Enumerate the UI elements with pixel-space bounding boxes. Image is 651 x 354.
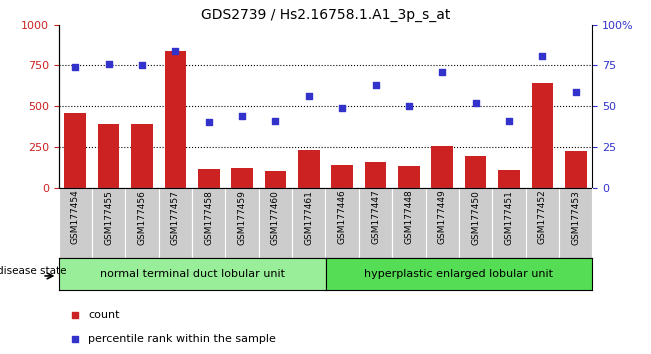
Point — [370, 82, 381, 88]
Bar — [225, 188, 258, 258]
Bar — [198, 169, 219, 188]
Bar — [498, 170, 520, 188]
Text: GSM177455: GSM177455 — [104, 190, 113, 245]
Point — [204, 120, 214, 125]
Bar — [426, 188, 459, 258]
Bar — [459, 188, 492, 258]
Bar — [326, 188, 359, 258]
Text: GSM177460: GSM177460 — [271, 190, 280, 245]
Bar — [159, 188, 192, 258]
Text: percentile rank within the sample: percentile rank within the sample — [88, 334, 276, 344]
Bar — [565, 151, 587, 188]
Title: GDS2739 / Hs2.16758.1.A1_3p_s_at: GDS2739 / Hs2.16758.1.A1_3p_s_at — [201, 8, 450, 22]
Bar — [264, 171, 286, 188]
Bar — [231, 168, 253, 188]
Point — [404, 103, 414, 109]
Text: GSM177451: GSM177451 — [505, 190, 514, 245]
Bar — [559, 188, 592, 258]
Text: GSM177449: GSM177449 — [437, 190, 447, 245]
Point — [70, 64, 81, 70]
Text: GSM177458: GSM177458 — [204, 190, 214, 245]
Point — [70, 312, 80, 318]
Bar — [98, 124, 120, 188]
Bar — [258, 188, 292, 258]
Text: GSM177461: GSM177461 — [304, 190, 313, 245]
Point — [337, 105, 348, 111]
Point — [70, 336, 80, 342]
Point — [237, 113, 247, 119]
Bar — [125, 188, 159, 258]
Text: disease state: disease state — [0, 266, 67, 276]
Text: GSM177447: GSM177447 — [371, 190, 380, 245]
Text: GSM177457: GSM177457 — [171, 190, 180, 245]
Point — [137, 63, 147, 68]
Bar — [292, 188, 326, 258]
Bar — [526, 188, 559, 258]
Bar — [165, 51, 186, 188]
Bar — [432, 146, 453, 188]
Text: GSM177459: GSM177459 — [238, 190, 247, 245]
Bar — [92, 188, 125, 258]
Bar — [492, 188, 525, 258]
Text: GSM177448: GSM177448 — [404, 190, 413, 245]
Point — [104, 61, 114, 67]
Bar — [531, 84, 553, 188]
Bar — [59, 188, 92, 258]
Text: hyperplastic enlarged lobular unit: hyperplastic enlarged lobular unit — [365, 269, 553, 279]
Bar — [398, 166, 420, 188]
Text: normal terminal duct lobular unit: normal terminal duct lobular unit — [100, 269, 284, 279]
Point — [170, 48, 180, 54]
Point — [537, 53, 547, 58]
Point — [471, 100, 481, 106]
Text: count: count — [88, 310, 119, 320]
Point — [303, 93, 314, 99]
Text: GSM177454: GSM177454 — [71, 190, 80, 245]
Bar — [359, 188, 392, 258]
Point — [504, 118, 514, 124]
Text: GSM177450: GSM177450 — [471, 190, 480, 245]
Point — [270, 118, 281, 124]
Text: GSM177446: GSM177446 — [338, 190, 347, 245]
Text: GSM177453: GSM177453 — [571, 190, 580, 245]
Bar — [365, 161, 387, 188]
Text: GSM177456: GSM177456 — [137, 190, 146, 245]
Bar — [298, 150, 320, 188]
Bar — [465, 156, 486, 188]
Point — [437, 69, 447, 75]
Bar — [131, 124, 153, 188]
Point — [570, 89, 581, 95]
Text: GSM177452: GSM177452 — [538, 190, 547, 245]
Bar — [192, 188, 225, 258]
Bar — [331, 165, 353, 188]
Bar — [64, 113, 86, 188]
Bar — [392, 188, 426, 258]
